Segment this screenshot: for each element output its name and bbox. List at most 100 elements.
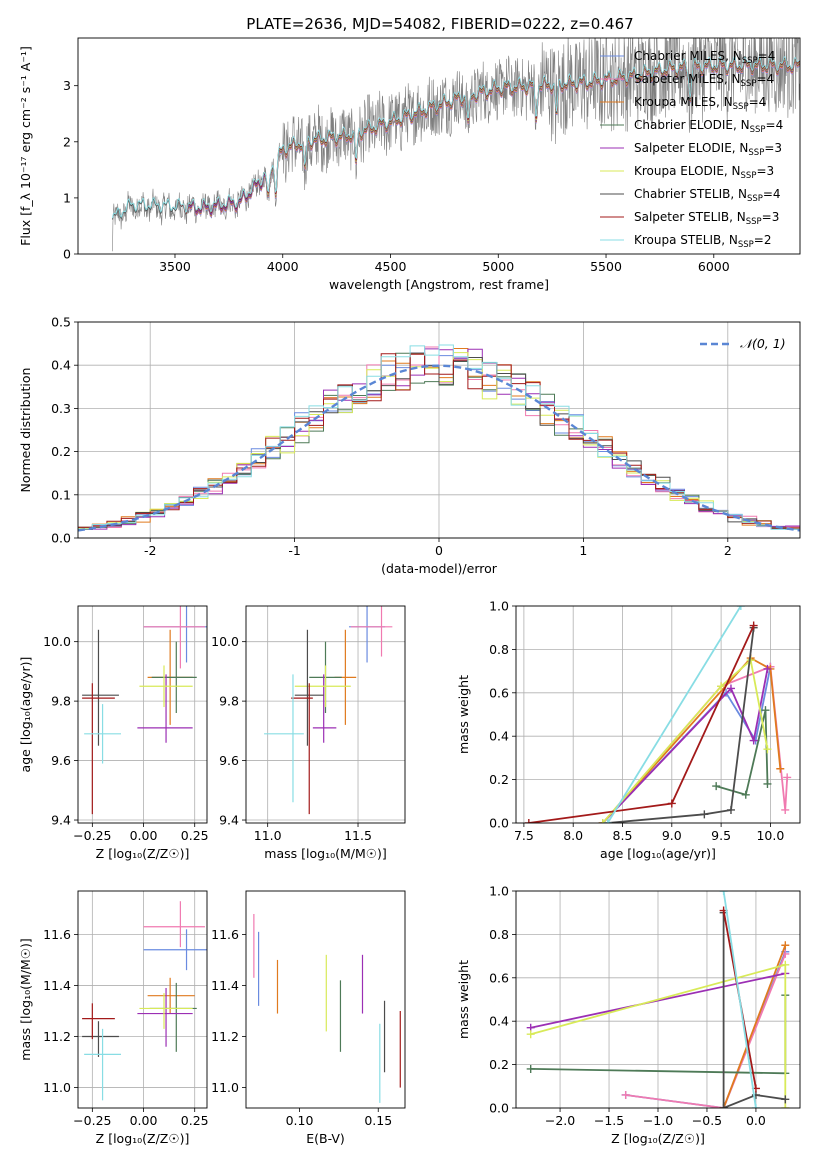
errorbars (82, 606, 207, 815)
axes-frame (245, 890, 406, 1109)
y-tick-label: 0.4 (489, 729, 509, 744)
y-tick-label: 1.0 (489, 884, 509, 899)
y-tick-label: 11.2 (211, 1029, 239, 1044)
legend-entry-normal: 𝒩(0, 1) (740, 336, 786, 351)
weight-marker-salpeter_miles (781, 805, 790, 814)
y-tick-label: 1 (63, 190, 71, 205)
x-tick-label: 8.5 (613, 828, 633, 843)
errorbars (82, 901, 207, 1101)
x-tick-label: 0.00 (130, 1113, 158, 1128)
y-axis-label: age [log₁₀(age/yr)] (18, 657, 33, 773)
weight-line-salpeter_elodie (530, 972, 786, 1029)
weight-line-salpeter_stelib (528, 625, 755, 823)
legend-entry-kroupa_stelib: Kroupa STELIB, NSSP=2 (634, 233, 772, 250)
normal-curve (78, 364, 800, 532)
weight-marker-kroupa_stelib (719, 891, 728, 895)
x-tick-label: 0.25 (181, 828, 209, 843)
x-tick-label: 0.10 (286, 1113, 314, 1128)
y-tick-label: 0.3 (51, 401, 71, 416)
y-tick-label: 11.6 (211, 927, 239, 942)
weight-marker-kroupa_elodie (717, 682, 726, 691)
y-tick-label: 9.8 (51, 694, 71, 709)
weight-line-kroupa_elodie (602, 658, 769, 823)
x-axis-label: (data-model)/error (381, 561, 498, 576)
y-tick-label: 0.6 (489, 970, 509, 985)
x-axis-label: wavelength [Angstrom, rest frame] (329, 277, 549, 292)
panel-age-vs-mass: 11.0 11.5 9.4 9.6 9.8 10.0 mass [log₁₀(M/M☉)] (211, 605, 406, 861)
weight-marker-kroupa_elodie (781, 1104, 790, 1108)
y-axis-label: mass [log₁₀(M/M☉)] (18, 938, 33, 1060)
y-axis-label: Normed distribution (18, 368, 33, 493)
y-tick-label: 0.1 (51, 487, 71, 502)
y-tick-label: 9.4 (219, 813, 239, 828)
weight-marker-salpeter_elodie (763, 664, 772, 673)
axes-frame (245, 605, 406, 824)
weight-marker-chabrier_stelib (700, 810, 709, 819)
x-tick-label: 0 (435, 543, 443, 558)
weight-marker-salpeter_stelib (749, 621, 758, 630)
legend-entry-salpeter_stelib: Salpeter STELIB, NSSP=3 (634, 210, 779, 227)
y-tick-label: 11.6 (43, 927, 71, 942)
axes-frame (77, 605, 208, 824)
weight-line-salpeter_miles (602, 665, 789, 823)
x-tick-label: 2 (724, 543, 732, 558)
legend-entry-salpeter_elodie: Salpeter ELODIE, NSSP=3 (634, 141, 782, 158)
x-axis-label: mass [log₁₀(M/M☉)] (264, 846, 386, 861)
x-tick-label: −2.0 (545, 1113, 575, 1128)
weight-line-chabrier_stelib (722, 912, 786, 1108)
x-tick-label: 11.5 (344, 828, 372, 843)
x-tick-label: 10.0 (756, 828, 784, 843)
panel-mass-vs-ebv: 0.10 0.15 11.0 11.2 11.4 11.6 E(B-V) (211, 890, 406, 1146)
y-tick-label: 0.2 (489, 1057, 509, 1072)
axes-frame (515, 605, 801, 824)
weight-line-chabrier_stelib (607, 627, 755, 823)
weight-marker-kroupa_stelib (603, 819, 612, 823)
y-tick-label: 0.2 (489, 772, 509, 787)
x-axis-label: Z [log₁₀(Z/Z☉)] (611, 1131, 705, 1146)
y-axis-label: Flux [f_λ 10⁻¹⁷ erg cm⁻² s⁻¹ A⁻¹] (18, 46, 33, 246)
weight-line-kroupa_stelib (606, 606, 742, 823)
y-tick-label: 0.0 (489, 1101, 509, 1116)
weight-marker-salpeter_stelib (667, 799, 676, 808)
weight-marker-chabrier_elodie (761, 706, 770, 715)
panel-weight-vs-age: 7.5 8.0 8.5 9.0 9.5 10.0 0.0 0.2 0.4 0.6 0.8 1.0 age… (456, 599, 801, 861)
weight-line-kroupa_miles (722, 944, 787, 1108)
weight-marker-chabrier_elodie (763, 779, 772, 788)
y-tick-label: 0.2 (51, 444, 71, 459)
y-tick-label: 11.4 (211, 978, 239, 993)
legend-entry-chabrier_miles: Chabrier MILES, NSSP=4 (634, 49, 775, 66)
figure-title: PLATE=2636, MJD=54082, FIBERID=0222, z=0… (246, 15, 633, 33)
histogram-kroupa_stelib (78, 344, 800, 530)
errorbars (264, 606, 393, 815)
weight-marker-salpeter_miles (621, 1090, 630, 1099)
y-tick-label: 10.0 (43, 634, 71, 649)
legend-entry-kroupa_miles: Kroupa MILES, NSSP=4 (634, 95, 766, 112)
y-tick-label: 3 (63, 78, 71, 93)
x-axis-label: age [log₁₀(age/yr)] (600, 846, 716, 861)
x-axis-label: Z [log₁₀(Z/Z☉)] (96, 1131, 190, 1146)
errorbars (253, 913, 401, 1103)
weight-marker-kroupa_miles (781, 941, 790, 950)
x-tick-label: −0.25 (73, 828, 111, 843)
x-tick-label: -1 (288, 543, 300, 558)
weight-marker-kroupa_elodie (526, 1030, 535, 1039)
x-tick-label: 5500 (590, 259, 622, 274)
panel-spectrum: 3500 4000 4500 5000 5500 6000 0 1 2 3 wavelength [… (18, 37, 801, 292)
weight-line-kroupa_stelib (722, 891, 757, 1108)
y-tick-label: 0.0 (489, 816, 509, 831)
legend-entry-salpeter_miles: Salpeter MILES, NSSP=4 (634, 72, 774, 89)
weight-marker-chabrier_elodie (712, 782, 721, 791)
x-axis-label: E(B-V) (306, 1131, 345, 1146)
axes-frame (515, 890, 801, 1109)
x-tick-label: 7.5 (514, 828, 534, 843)
y-tick-label: 0.8 (489, 927, 509, 942)
weight-marker-kroupa_elodie (781, 960, 790, 969)
y-tick-label: 1.0 (489, 599, 509, 614)
x-tick-label: −0.25 (73, 1113, 111, 1128)
weight-marker-salpeter_stelib (524, 819, 533, 823)
y-tick-label: 11.0 (43, 1080, 71, 1095)
weight-marker-salpeter_elodie (749, 736, 758, 745)
y-tick-label: 11.0 (211, 1080, 239, 1095)
spectrum-lines (112, 38, 800, 252)
axes-frame (77, 321, 801, 539)
